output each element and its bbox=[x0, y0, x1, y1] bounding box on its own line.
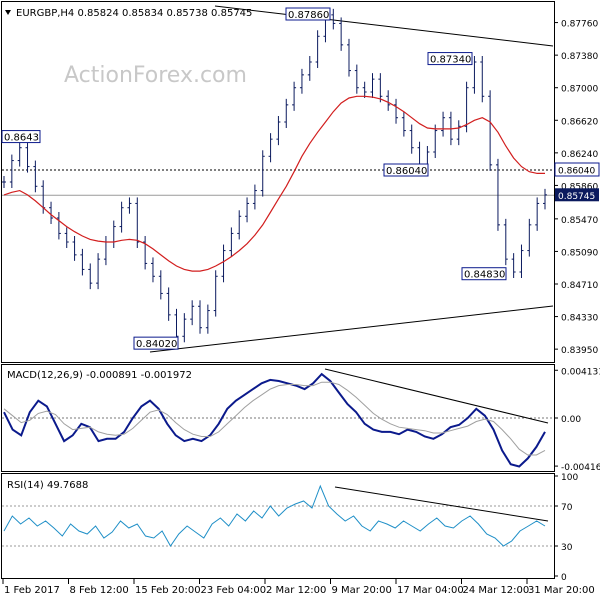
macd-line bbox=[3, 372, 546, 468]
collapse-triangle-icon[interactable] bbox=[5, 10, 11, 15]
current-price-label: 0.85745 bbox=[558, 192, 595, 202]
macd-panel: 0.004131 0.00 -0.004162 bbox=[2, 367, 600, 473]
macd-divergence-trendline bbox=[324, 368, 549, 424]
price-ytick-label: 0.83950 bbox=[561, 346, 598, 356]
macd-ytick-label: 0.004131 bbox=[561, 367, 600, 377]
x-tick-label: 9 Mar 20:00 bbox=[332, 585, 392, 596]
annotation-label: 0.84020 bbox=[136, 339, 177, 350]
price-ytick-label: 0.84710 bbox=[561, 281, 598, 291]
level-label: 0.86040 bbox=[558, 167, 595, 177]
x-tick-label: 17 Mar 04:00 bbox=[397, 585, 464, 596]
rsi-panel-title: RSI(14) 49.7688 bbox=[7, 480, 88, 491]
x-axis: 1 Feb 2017 8 Feb 12:00 15 Feb 20:00 23 Feb … bbox=[2, 579, 595, 596]
annotation-box bbox=[133, 336, 179, 350]
watermark: ActionForex.com bbox=[64, 63, 247, 88]
price-ytick-label: 0.87380 bbox=[561, 52, 598, 62]
x-tick-label: 23 Feb 04:00 bbox=[201, 585, 267, 596]
macd-ytick-label: -0.004162 bbox=[561, 463, 600, 473]
support-trendline bbox=[149, 305, 554, 353]
macd-ytick-label: 0.00 bbox=[561, 415, 581, 425]
rsi-line bbox=[3, 484, 546, 547]
x-tick-label: 24 Mar 12:00 bbox=[463, 585, 530, 596]
price-panel: 0.87760 0.87380 0.87000 0.86620 0.86240 0.858… bbox=[1, 5, 600, 356]
annotation-label: 0.87340 bbox=[430, 55, 471, 66]
x-tick-label: 15 Feb 20:00 bbox=[135, 585, 201, 596]
price-ytick-label: 0.87760 bbox=[561, 20, 598, 30]
annotation-label: 0.84830 bbox=[464, 270, 505, 281]
price-ytick-label: 0.85860 bbox=[561, 182, 598, 192]
current-price-box bbox=[555, 188, 599, 202]
price-ytick-label: 0.85090 bbox=[561, 248, 598, 258]
price-ytick-label: 0.86240 bbox=[561, 150, 598, 160]
rsi-ytick-label: 30 bbox=[561, 543, 573, 553]
rsi-panel-frame bbox=[1, 473, 555, 579]
moving-average-line bbox=[3, 95, 545, 272]
annotation-box bbox=[427, 52, 473, 66]
annotation-box bbox=[1, 130, 41, 144]
rsi-ytick-label: 0 bbox=[561, 573, 567, 583]
level-label-box bbox=[554, 162, 600, 177]
resistance-trendline bbox=[214, 5, 554, 47]
annotation-box bbox=[383, 163, 429, 177]
x-tick-label: 1 Feb 2017 bbox=[4, 585, 60, 596]
price-ytick-label: 0.85470 bbox=[561, 216, 598, 226]
annotation-label: 0.87860 bbox=[288, 10, 329, 21]
price-panel-title: EURGBP,H4 0.85824 0.85834 0.85738 0.8574… bbox=[16, 8, 252, 19]
rsi-ytick-label: 100 bbox=[561, 473, 578, 483]
rsi-divergence-trendline bbox=[334, 486, 549, 522]
annotation-box bbox=[461, 267, 507, 281]
annotation-box bbox=[285, 7, 331, 21]
x-tick-label: 31 Mar 20:00 bbox=[528, 585, 595, 596]
price-ytick-label: 0.86620 bbox=[561, 117, 598, 127]
price-ytick-label: 0.87000 bbox=[561, 85, 598, 95]
rsi-ytick-label: 70 bbox=[561, 503, 573, 513]
x-tick-label: 2 Mar 12:00 bbox=[266, 585, 326, 596]
macd-signal-line bbox=[3, 381, 546, 456]
price-ytick-label: 0.84330 bbox=[561, 314, 598, 324]
x-tick-label: 8 Feb 12:00 bbox=[70, 585, 129, 596]
rsi-panel: 100 70 30 0 bbox=[2, 473, 578, 583]
macd-panel-title: MACD(12,26,9) -0.000891 -0.001972 bbox=[7, 370, 192, 381]
price-panel-frame bbox=[1, 1, 555, 363]
annotation-label: 0.86040 bbox=[386, 166, 427, 177]
annotation-label: 0.8643 bbox=[4, 133, 39, 144]
